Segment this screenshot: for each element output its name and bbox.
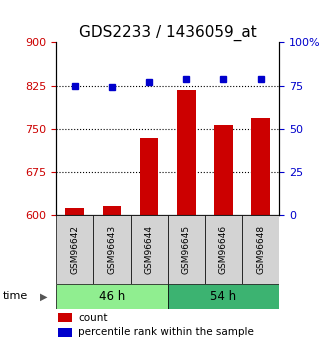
- Text: GSM96646: GSM96646: [219, 225, 228, 274]
- Bar: [131, 215, 168, 284]
- Text: GSM96644: GSM96644: [145, 225, 154, 274]
- Bar: [214, 125, 233, 215]
- Bar: [103, 206, 121, 215]
- Bar: [205, 215, 242, 284]
- Bar: [56, 215, 93, 284]
- Title: GDS2233 / 1436059_at: GDS2233 / 1436059_at: [79, 25, 256, 41]
- Bar: [140, 138, 159, 215]
- Bar: [56, 284, 168, 309]
- Bar: [93, 215, 131, 284]
- Text: count: count: [78, 313, 108, 323]
- Text: GSM96643: GSM96643: [108, 225, 117, 274]
- Bar: [168, 284, 279, 309]
- Text: 46 h: 46 h: [99, 290, 125, 303]
- Text: ▶: ▶: [39, 292, 47, 301]
- Bar: [58, 328, 72, 337]
- Text: GSM96648: GSM96648: [256, 225, 265, 274]
- Bar: [242, 215, 279, 284]
- Bar: [65, 208, 84, 215]
- Bar: [58, 313, 72, 322]
- Text: 54 h: 54 h: [211, 290, 237, 303]
- Text: time: time: [3, 292, 29, 301]
- Text: GSM96642: GSM96642: [70, 225, 79, 274]
- Text: percentile rank within the sample: percentile rank within the sample: [78, 327, 254, 337]
- Text: GSM96645: GSM96645: [182, 225, 191, 274]
- Bar: [168, 215, 205, 284]
- Bar: [251, 118, 270, 215]
- Bar: [177, 90, 195, 215]
